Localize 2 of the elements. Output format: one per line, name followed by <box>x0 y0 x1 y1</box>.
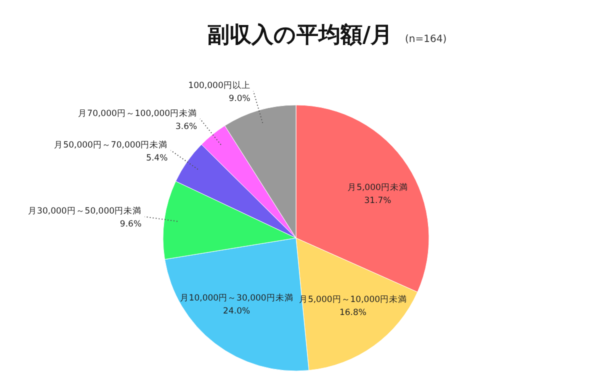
subtitle: (n=164) <box>405 34 447 45</box>
title: 副収入の平均額/月 <box>207 23 393 48</box>
